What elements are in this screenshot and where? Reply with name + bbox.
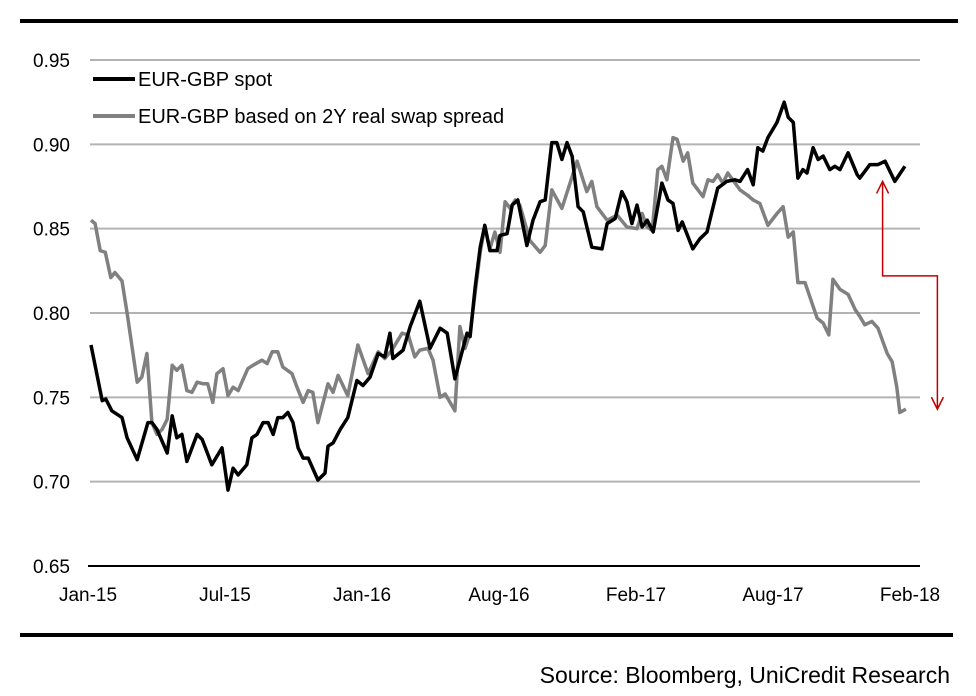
bottom-rule xyxy=(20,633,953,637)
series-lines xyxy=(89,100,907,492)
x-tick-label: Feb-18 xyxy=(880,585,940,606)
arrow-head-down xyxy=(930,396,945,411)
x-tick-label: Aug-16 xyxy=(468,585,529,606)
series-line-spot xyxy=(89,100,907,492)
y-tick-label: 0.90 xyxy=(33,135,70,156)
x-tick-label: Jan-15 xyxy=(59,585,117,606)
y-tick-label: 0.65 xyxy=(33,557,70,578)
x-tick-label: Aug-17 xyxy=(742,585,803,606)
arrow-head-up xyxy=(875,179,890,194)
y-tick-label: 0.85 xyxy=(33,220,70,241)
y-tick-label: 0.95 xyxy=(33,51,70,72)
arrow-shaft xyxy=(881,181,939,410)
series-line-swap-spread xyxy=(89,135,907,437)
y-axis-ticks: 0.65 0.70 0.75 0.80 0.85 0.90 0.95 xyxy=(33,51,70,578)
legend-label-swap: EUR-GBP based on 2Y real swap spread xyxy=(138,106,504,128)
x-tick-label: Jul-15 xyxy=(199,585,251,606)
x-axis-ticks: Jan-15 Jul-15 Jan-16 Aug-16 Feb-17 Aug-17 Feb-… xyxy=(59,585,940,606)
red-arrow-annotation xyxy=(875,179,945,411)
x-tick-label: Jan-16 xyxy=(333,585,391,606)
top-rule xyxy=(20,19,958,23)
legend: EUR-GBP spot EUR-GBP based on 2Y real sw… xyxy=(93,69,504,128)
y-tick-label: 0.75 xyxy=(33,388,70,409)
y-tick-label: 0.70 xyxy=(33,473,70,494)
x-tick-label: Feb-17 xyxy=(606,585,666,606)
gridlines xyxy=(90,59,920,483)
legend-label-spot: EUR-GBP spot xyxy=(138,69,273,91)
y-tick-label: 0.80 xyxy=(33,304,70,325)
source-note: Source: Bloomberg, UniCredit Research xyxy=(540,662,950,688)
